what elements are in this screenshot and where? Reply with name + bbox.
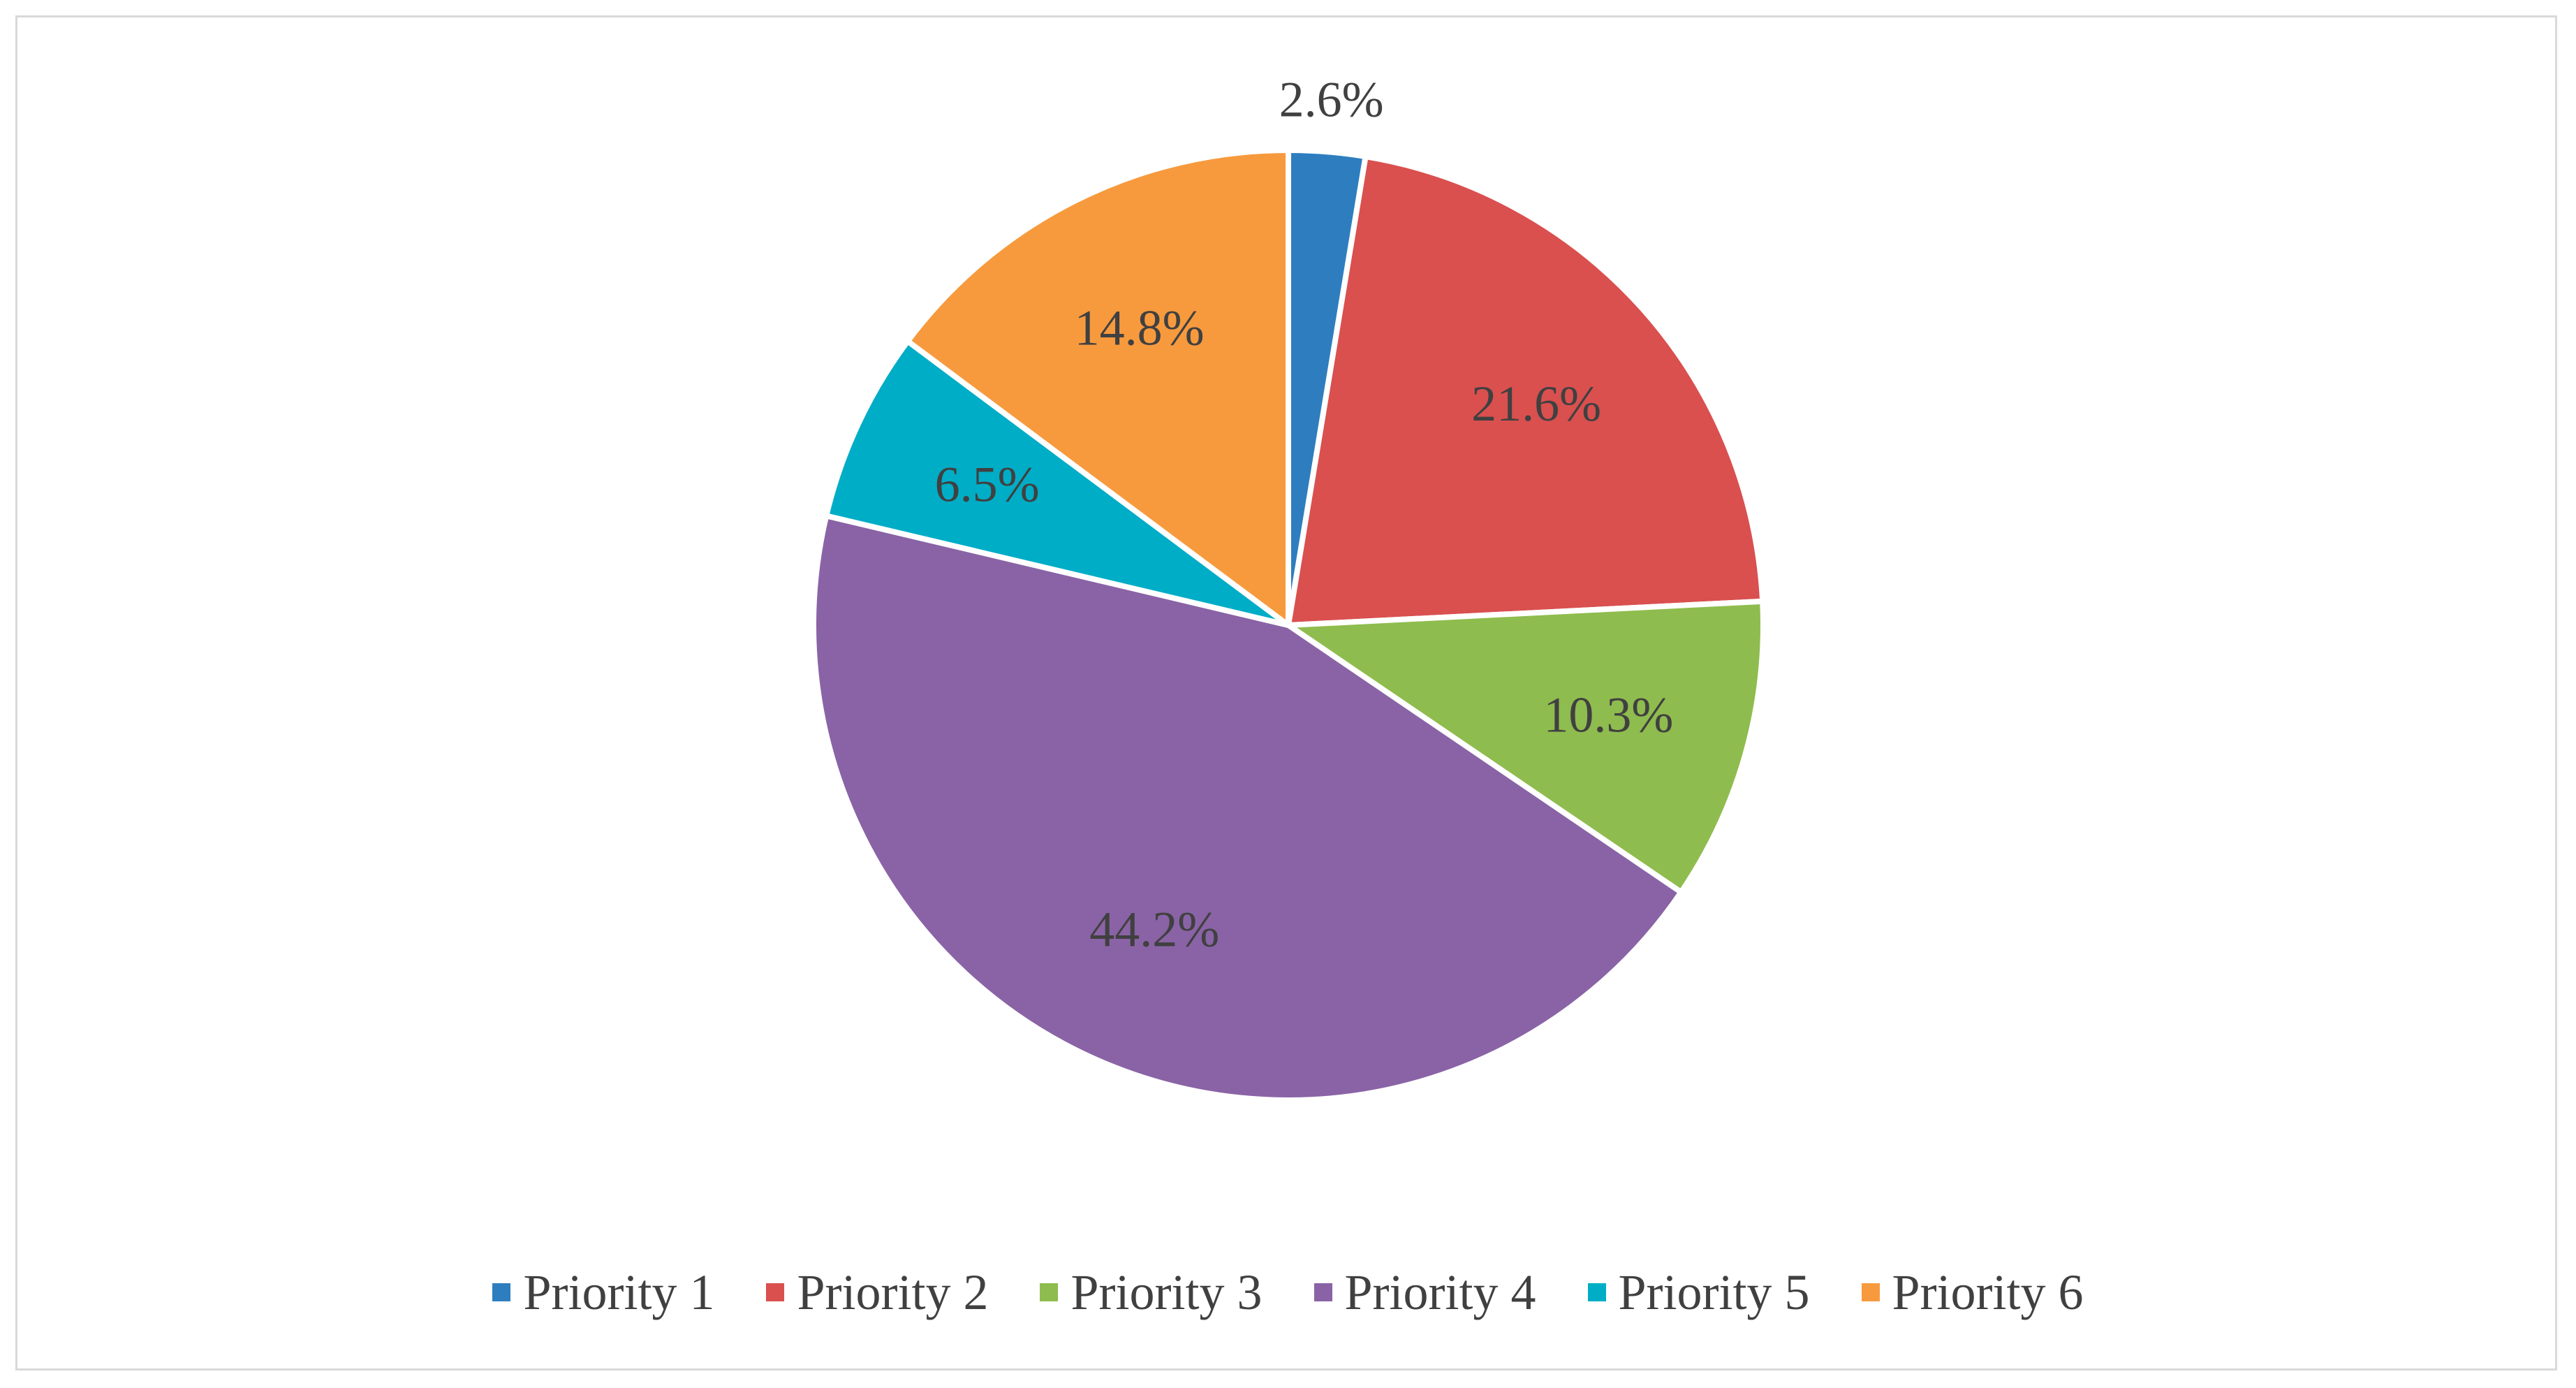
pie-slice-2 bbox=[1286, 154, 1766, 628]
data-label-6: 14.8% bbox=[1075, 300, 1205, 356]
legend-item-6: Priority 6 bbox=[1861, 1264, 2084, 1322]
legend-swatch-1 bbox=[492, 1283, 511, 1301]
legend-swatch-6 bbox=[1861, 1283, 1880, 1301]
legend-swatch-3 bbox=[1040, 1283, 1059, 1301]
data-label-5: 6.5% bbox=[935, 457, 1040, 513]
legend-label-1: Priority 1 bbox=[523, 1264, 715, 1320]
legend-label-4: Priority 4 bbox=[1344, 1264, 1536, 1320]
pie-slice-3 bbox=[1286, 598, 1766, 896]
legend-swatch-4 bbox=[1313, 1283, 1332, 1301]
data-label-4: 44.2% bbox=[1089, 902, 1219, 958]
legend-item-4: Priority 4 bbox=[1313, 1264, 1536, 1322]
legend-swatch-5 bbox=[1587, 1283, 1606, 1301]
legend-label-6: Priority 6 bbox=[1892, 1264, 2084, 1320]
legend-swatch-2 bbox=[766, 1283, 785, 1301]
data-label-3: 10.3% bbox=[1543, 687, 1673, 743]
pie-slice-4 bbox=[811, 513, 1684, 1103]
legend-item-5: Priority 5 bbox=[1587, 1264, 1810, 1322]
legend-label-2: Priority 2 bbox=[797, 1264, 989, 1320]
data-label-1: 2.6% bbox=[1279, 72, 1384, 128]
legend-item-3: Priority 3 bbox=[1040, 1264, 1263, 1322]
pie-slice-5 bbox=[823, 338, 1291, 628]
legend-item-1: Priority 1 bbox=[492, 1264, 714, 1322]
data-label-2: 21.6% bbox=[1471, 376, 1601, 432]
legend-item-2: Priority 2 bbox=[766, 1264, 988, 1322]
legend-label-5: Priority 5 bbox=[1618, 1264, 1810, 1320]
legend-label-3: Priority 3 bbox=[1070, 1264, 1263, 1320]
pie-slice-6 bbox=[904, 147, 1291, 628]
pie-slices bbox=[811, 147, 1766, 1103]
pie-data-labels: 2.6% 21.6% 10.3% 44.2% 6.5% 14.8% bbox=[935, 72, 1674, 958]
legend: Priority 1 Priority 2 Priority 3 Priority 4… bbox=[0, 1257, 2576, 1327]
